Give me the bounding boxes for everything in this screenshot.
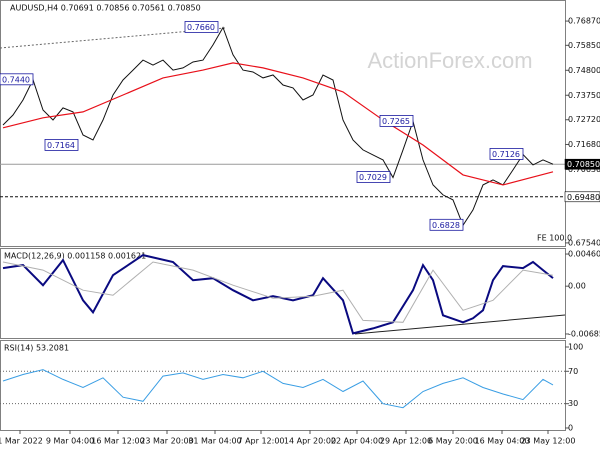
y-tick-label: 100 bbox=[568, 342, 583, 351]
annotation-label: 0.7126 bbox=[492, 150, 520, 159]
y-tick-label: -0.006853 bbox=[568, 329, 600, 338]
x-tick-label: 16 Mar 12:00 bbox=[91, 437, 144, 446]
macd-title: MACD(12,26,9) 0.001158 0.001621 bbox=[4, 252, 146, 261]
annotation-box bbox=[184, 21, 219, 33]
series-line bbox=[2, 62, 554, 186]
y-tick-label: 0 bbox=[568, 423, 573, 432]
y-tick-label: 0.67540 bbox=[568, 238, 600, 247]
rsi-frame bbox=[0, 340, 566, 431]
annotation-box bbox=[489, 148, 524, 160]
annotation-box bbox=[379, 115, 414, 127]
annotation-label: 0.7440 bbox=[2, 75, 30, 84]
level-label: 0.69480 bbox=[567, 193, 600, 202]
x-tick-label: 6 May 20:00 bbox=[428, 437, 478, 446]
annotation-label: 0.7265 bbox=[382, 117, 410, 126]
x-tick-label: 29 Apr 12:00 bbox=[380, 437, 432, 446]
annotation-box bbox=[429, 218, 464, 231]
watermark: ActionForex.com bbox=[367, 48, 532, 73]
level-label: 0.70850 bbox=[567, 160, 600, 169]
x-tick-label: 14 Apr 20:00 bbox=[284, 437, 336, 446]
x-tick-label: 23 Mar 20:00 bbox=[140, 437, 193, 446]
fib-note: FE 100.0 bbox=[537, 234, 572, 243]
rsi-title: RSI(14) 53.2081 bbox=[4, 344, 69, 353]
annotation-label: 0.7660 bbox=[187, 23, 215, 32]
x-tick-label: 22 Apr 04:00 bbox=[331, 437, 383, 446]
y-tick-label: 0.72720 bbox=[568, 115, 600, 124]
annotation-label: 0.7164 bbox=[47, 141, 75, 150]
y-tick-label: 0.71680 bbox=[568, 140, 600, 149]
y-tick-label: 30 bbox=[568, 399, 578, 408]
y-tick-label: 0.00 bbox=[568, 282, 586, 291]
series-line bbox=[2, 369, 554, 409]
annotation-box bbox=[0, 73, 34, 86]
x-tick-label: 31 Mar 04:00 bbox=[188, 437, 241, 446]
y-tick-label: 0.76870 bbox=[568, 17, 600, 26]
y-tick-label: 70 bbox=[568, 367, 578, 376]
x-tick-label: 7 Apr 12:00 bbox=[237, 437, 284, 446]
macd-frame bbox=[0, 248, 566, 339]
panel-frames bbox=[0, 0, 566, 431]
y-tick-label: 0.73750 bbox=[568, 91, 600, 100]
annotation-label: 0.6828 bbox=[432, 221, 460, 230]
level-box bbox=[564, 158, 600, 170]
annotation-box bbox=[44, 139, 79, 151]
y-tick-label: 0.75850 bbox=[568, 41, 600, 50]
x-tick-label: 16 May 04:00 bbox=[475, 437, 530, 446]
series-line bbox=[2, 261, 554, 323]
level-box bbox=[564, 191, 600, 203]
annotation-box bbox=[356, 171, 391, 183]
y-tick-label: 0.74800 bbox=[568, 66, 600, 75]
annotation-label: 0.7029 bbox=[359, 173, 387, 182]
x-tick-label: 1 Mar 2022 bbox=[0, 437, 43, 446]
x-tick-label: 23 May 12:00 bbox=[521, 437, 576, 446]
macd-trend-line bbox=[354, 314, 566, 335]
y-tick-label: 0.004608 bbox=[568, 250, 600, 259]
chart-title: AUDUSD,H4 0.70691 0.70856 0.70561 0.7085… bbox=[10, 4, 201, 13]
x-tick-label: 9 Mar 04:00 bbox=[46, 437, 94, 446]
price-frame bbox=[0, 0, 566, 247]
